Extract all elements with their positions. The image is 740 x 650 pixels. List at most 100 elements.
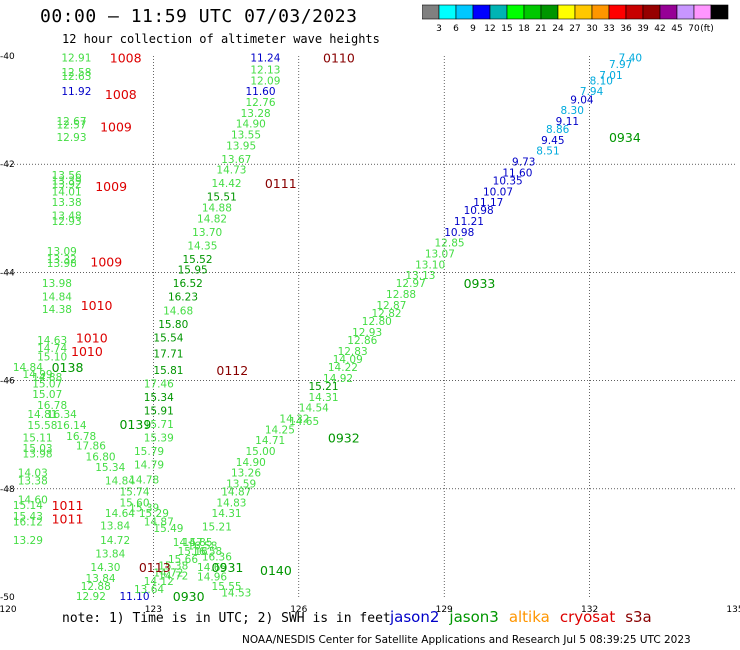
swh-label: 14.31 — [308, 392, 338, 404]
swh-label: 14.84 — [105, 476, 135, 488]
legend-cryosat: cryosat — [559, 608, 616, 626]
swh-label: 11.17 — [473, 197, 503, 209]
pass-time-label: 0933 — [464, 276, 496, 291]
swh-label: 15.55 — [212, 581, 242, 593]
colorbar-tick-label: 70 — [688, 24, 700, 34]
pass-time-label: 1009 — [100, 119, 132, 134]
swh-label: 14.01 — [52, 186, 82, 198]
latitude-tick-label: -48 — [0, 485, 15, 495]
swh-label: 12.09 — [250, 75, 280, 87]
latitude-tick-label: -42 — [0, 160, 15, 170]
swh-label: 15.34 — [144, 392, 174, 404]
swh-label: 12.80 — [362, 316, 392, 328]
swh-label: 12.85 — [435, 238, 465, 250]
swh-label: 15.03 — [23, 443, 53, 455]
swh-label: 15.29 — [139, 508, 169, 520]
swh-label: 9.45 — [541, 135, 564, 147]
longitude-tick-label: 126 — [290, 605, 307, 615]
pass-time-label: 1010 — [81, 298, 113, 313]
swh-label: 15.38 — [158, 561, 188, 573]
swh-label: 15.49 — [153, 523, 183, 535]
swh-label: 12.93 — [52, 216, 82, 228]
swh-label: 13.95 — [226, 140, 256, 152]
swh-label: 12.58 — [61, 67, 91, 79]
swh-label: 12.63 — [61, 71, 91, 83]
swh-label: 14.65 — [289, 416, 319, 428]
swh-label: 15.14 — [13, 500, 43, 512]
swh-label: 13.26 — [231, 468, 261, 480]
swh-label: 15.11 — [23, 432, 53, 444]
legend-s3a: s3a — [625, 608, 652, 626]
colorbar-tick-label: 18 — [518, 24, 530, 34]
swh-label: 10.35 — [493, 175, 523, 187]
swh-label: 13.67 — [221, 154, 251, 166]
swh-label: 14.83 — [216, 497, 246, 509]
swh-label: 14.09 — [333, 354, 363, 366]
pass-time-label: 1010 — [76, 330, 108, 345]
colorbar-tick-label: 27 — [569, 24, 580, 34]
swh-label: 14.84 — [13, 362, 43, 374]
swh-label: 13.29 — [13, 535, 43, 547]
swh-label: 14.72 — [158, 570, 188, 582]
swh-label: 13.10 — [415, 259, 445, 271]
swh-label: 11.60 — [502, 167, 532, 179]
colorbar-tick-label: 6 — [453, 24, 459, 34]
pass-time-label: 0139 — [119, 417, 151, 432]
swh-label: 17.46 — [144, 378, 174, 390]
swh-label: 13.48 — [52, 211, 82, 223]
colorbar-tick-label: 21 — [535, 24, 546, 34]
swh-label: 14.22 — [328, 362, 358, 374]
colorbar-tick-label: (ft) — [700, 24, 714, 34]
pass-time-labels: 1008100810091009100910101010101010111011… — [52, 51, 641, 604]
swh-label: 14.54 — [299, 403, 329, 415]
swh-label: 12.76 — [245, 97, 275, 109]
swh-label: 13.32 — [47, 254, 77, 266]
swh-label: 13.98 — [42, 278, 72, 290]
swh-label: 14.74 — [37, 343, 67, 355]
swh-label: 16.58 — [187, 541, 217, 553]
swh-label: 9.11 — [556, 116, 579, 128]
swh-label: 12.97 — [396, 278, 426, 290]
swh-label: 12.86 — [347, 335, 377, 347]
swh-label: 9.04 — [570, 94, 594, 106]
swh-label: 15.95 — [178, 265, 208, 277]
swh-label: 11.60 — [245, 86, 275, 98]
colorbar-tick-label: 42 — [654, 24, 665, 34]
swh-label: 16.78 — [37, 400, 67, 412]
swh-label: 13.39 — [52, 175, 82, 187]
swh-label: 14.79 — [134, 459, 164, 471]
swh-label: 15.00 — [245, 446, 275, 458]
swh-label: 15.21 — [202, 522, 232, 534]
longitude-tick-label: 132 — [581, 605, 598, 615]
legend-altika: altika — [508, 608, 550, 626]
swh-label: 15.81 — [153, 365, 183, 377]
pass-time-label: 1010 — [71, 344, 103, 359]
colorbar-tick-label: 33 — [603, 24, 614, 34]
swh-label: 15.16 — [178, 546, 208, 558]
swh-label: 12.57 — [56, 120, 86, 132]
pass-time-label: 0138 — [52, 360, 84, 375]
swh-label: 12.67 — [56, 116, 86, 128]
colorbar-tick-label: 36 — [620, 24, 632, 34]
swh-label: 13.07 — [425, 248, 455, 260]
swh-label: 15.60 — [119, 497, 149, 509]
swh-label: 10.98 — [464, 205, 494, 217]
swh-label: 14.63 — [37, 335, 67, 347]
swh-label: 14.12 — [144, 576, 174, 588]
page-title: 00:00 – 11:59 UTC 07/03/2023 — [40, 6, 358, 27]
swh-label: 14.32 — [279, 413, 309, 425]
swh-label: 13.38 — [52, 197, 82, 209]
swh-label: 15.91 — [144, 405, 174, 417]
swh-label: 16.58 — [192, 546, 222, 558]
colorbar-tick-label: 9 — [470, 24, 476, 34]
colorbar-swatch — [710, 4, 729, 20]
swh-label: 10.98 — [444, 227, 474, 239]
swh-label: 15.79 — [134, 446, 164, 458]
swh-label: 16.12 — [13, 516, 43, 528]
swh-label: 14.99 — [23, 369, 53, 381]
colorbar-tick-label: 15 — [501, 24, 512, 34]
legend-jason3: jason3 — [449, 608, 499, 626]
swh-label: 12.92 — [76, 591, 106, 603]
swh-label: 14.96 — [197, 571, 227, 583]
